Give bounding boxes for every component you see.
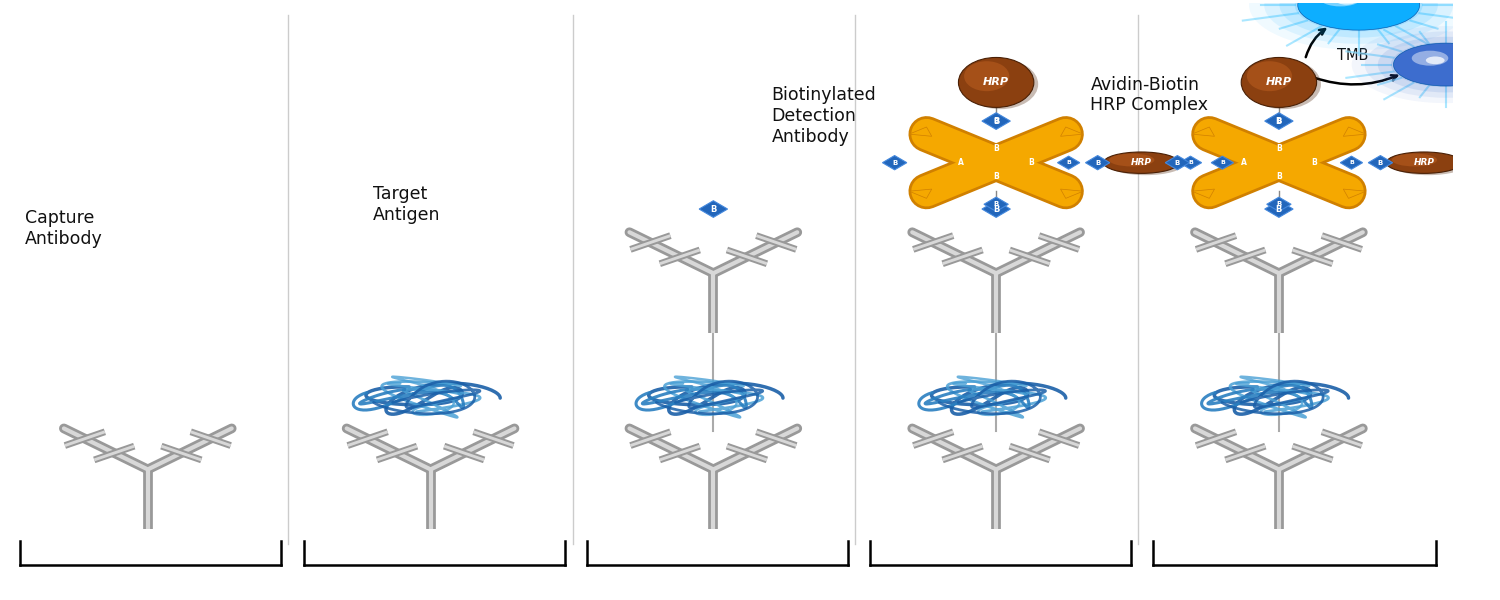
- Ellipse shape: [958, 58, 1034, 107]
- Text: B: B: [1174, 160, 1180, 166]
- Text: B: B: [1311, 158, 1317, 167]
- Polygon shape: [984, 197, 1008, 211]
- Ellipse shape: [1108, 154, 1184, 175]
- Ellipse shape: [1392, 154, 1437, 166]
- Polygon shape: [1192, 189, 1215, 199]
- Circle shape: [1394, 43, 1498, 86]
- Text: B: B: [1276, 201, 1281, 207]
- Polygon shape: [1462, 156, 1485, 169]
- Polygon shape: [699, 201, 728, 217]
- Polygon shape: [1060, 189, 1083, 199]
- Text: A: A: [958, 158, 964, 167]
- Text: B: B: [993, 118, 999, 124]
- Polygon shape: [882, 155, 908, 170]
- Text: HRP: HRP: [1131, 158, 1152, 167]
- Polygon shape: [1266, 197, 1292, 211]
- Polygon shape: [909, 127, 932, 136]
- Circle shape: [1378, 37, 1500, 92]
- Text: B: B: [1276, 118, 1281, 124]
- Polygon shape: [984, 114, 1008, 128]
- Polygon shape: [1166, 155, 1190, 170]
- Polygon shape: [1179, 156, 1202, 169]
- Text: B: B: [1276, 172, 1282, 181]
- Circle shape: [1294, 0, 1422, 31]
- Text: B: B: [993, 116, 999, 125]
- Polygon shape: [1192, 127, 1215, 136]
- Polygon shape: [1368, 155, 1392, 170]
- Text: Biotinylated
Detection
Antibody: Biotinylated Detection Antibody: [771, 86, 876, 146]
- Circle shape: [1264, 0, 1454, 44]
- Ellipse shape: [1246, 61, 1292, 91]
- Text: HRP: HRP: [1413, 158, 1434, 167]
- Text: HRP: HRP: [982, 77, 1010, 88]
- Circle shape: [1335, 0, 1358, 5]
- Text: B: B: [1348, 160, 1354, 165]
- Text: B: B: [1378, 160, 1383, 166]
- Polygon shape: [1058, 156, 1080, 169]
- Text: B: B: [1276, 144, 1282, 153]
- Text: Target
Antigen: Target Antigen: [372, 185, 440, 224]
- Polygon shape: [1344, 127, 1366, 136]
- Polygon shape: [1341, 156, 1362, 169]
- Text: B: B: [993, 144, 999, 153]
- Text: B: B: [1220, 160, 1226, 165]
- Polygon shape: [1344, 189, 1366, 199]
- Text: A: A: [1240, 158, 1246, 167]
- Text: B: B: [892, 160, 897, 166]
- Ellipse shape: [964, 61, 1010, 91]
- Circle shape: [1280, 0, 1438, 38]
- Polygon shape: [1494, 156, 1500, 169]
- Text: B: B: [1275, 205, 1282, 214]
- Polygon shape: [909, 189, 932, 199]
- Text: B: B: [1066, 160, 1071, 165]
- Ellipse shape: [1245, 59, 1322, 109]
- Circle shape: [1426, 56, 1444, 64]
- Text: B: B: [1095, 160, 1101, 166]
- Text: B: B: [993, 172, 999, 181]
- Circle shape: [1250, 0, 1468, 50]
- Circle shape: [1352, 26, 1500, 103]
- Text: B: B: [1275, 116, 1282, 125]
- Polygon shape: [1086, 155, 1110, 170]
- Polygon shape: [1060, 127, 1083, 136]
- Ellipse shape: [1386, 152, 1461, 173]
- Circle shape: [1318, 0, 1362, 7]
- Polygon shape: [1264, 201, 1293, 217]
- Polygon shape: [1264, 113, 1293, 130]
- Text: TMB: TMB: [1336, 48, 1368, 63]
- Text: B: B: [1028, 158, 1033, 167]
- Ellipse shape: [963, 59, 1038, 109]
- Text: B: B: [993, 205, 999, 214]
- Text: B: B: [1472, 160, 1476, 165]
- Text: Avidin-Biotin
HRP Complex: Avidin-Biotin HRP Complex: [1090, 76, 1209, 115]
- Ellipse shape: [1390, 154, 1466, 175]
- Text: Capture
Antibody: Capture Antibody: [24, 209, 102, 248]
- Polygon shape: [982, 113, 1011, 130]
- Polygon shape: [982, 201, 1011, 217]
- Polygon shape: [1266, 114, 1292, 128]
- Text: B: B: [993, 201, 999, 207]
- Text: HRP: HRP: [1266, 77, 1292, 88]
- Text: B: B: [710, 205, 717, 214]
- Polygon shape: [1210, 156, 1233, 169]
- Ellipse shape: [1104, 152, 1179, 173]
- Ellipse shape: [1240, 58, 1317, 107]
- Circle shape: [1412, 50, 1449, 65]
- Circle shape: [1298, 0, 1419, 30]
- Ellipse shape: [1108, 154, 1155, 166]
- Text: B: B: [1188, 160, 1192, 165]
- Circle shape: [1390, 42, 1500, 87]
- Circle shape: [1365, 31, 1500, 98]
